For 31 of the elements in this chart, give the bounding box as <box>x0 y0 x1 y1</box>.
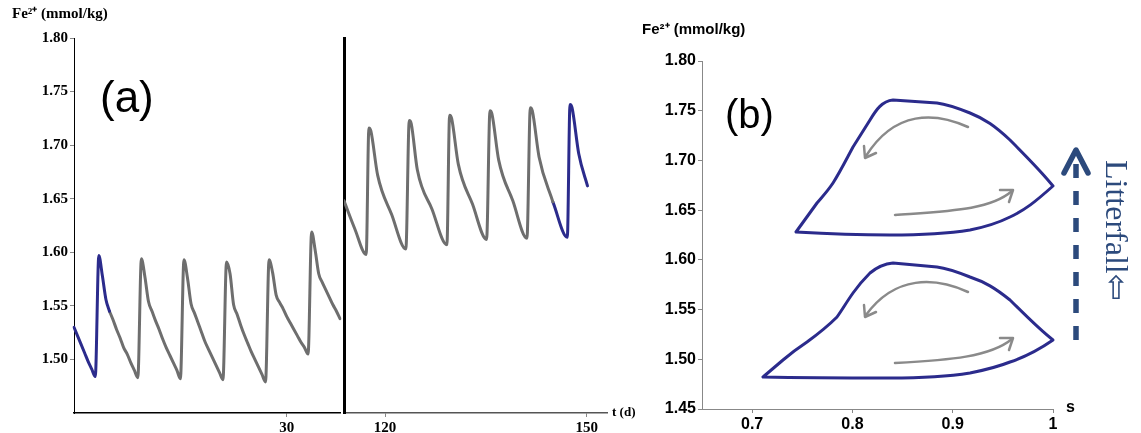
x-tick-label: 30 <box>279 418 295 433</box>
x-axis-title: t (d) <box>612 404 636 420</box>
y-tick-label: 1.60 <box>41 243 68 260</box>
y-tick-label: 1.75 <box>41 82 68 99</box>
y-tick-label: 1.70 <box>664 150 697 168</box>
line-series <box>72 254 111 379</box>
x-tick-label: 120 <box>373 418 397 433</box>
y-tick-label: 1.65 <box>664 200 697 218</box>
y-tick-label: 1.80 <box>41 28 68 45</box>
y-tick-label: 1.70 <box>41 136 68 153</box>
x-tick-label: 1 <box>1048 415 1058 433</box>
x-axis-title: s <box>1066 398 1075 416</box>
y-axis-title: Fe²⁺ (mmol/kg) <box>642 19 746 38</box>
y-tick-label: 1.55 <box>41 296 68 313</box>
y-tick-label: 1.80 <box>664 51 697 69</box>
y-tick-label: 1.45 <box>664 399 697 417</box>
annotation: (b) <box>725 92 774 137</box>
line-series <box>107 230 342 384</box>
y-axis-title: Fe²⁺ (mmol/kg) <box>12 4 108 22</box>
y-tick-label: 1.50 <box>41 350 68 367</box>
annotation: (a) <box>100 72 154 122</box>
x-tick-label: 150 <box>575 418 599 433</box>
text: Litterfall⇦ <box>1098 160 1136 301</box>
y-tick-label: 1.60 <box>664 250 697 268</box>
x-tick-label: 0.8 <box>841 415 864 433</box>
x-tick-label: 0.7 <box>741 415 764 433</box>
x-tick-label: 0.9 <box>941 415 964 433</box>
y-tick-label: 1.65 <box>41 189 68 206</box>
y-tick-label: 1.50 <box>664 349 697 367</box>
y-tick-label: 1.75 <box>664 101 697 119</box>
y-tick-label: 1.55 <box>664 299 697 317</box>
